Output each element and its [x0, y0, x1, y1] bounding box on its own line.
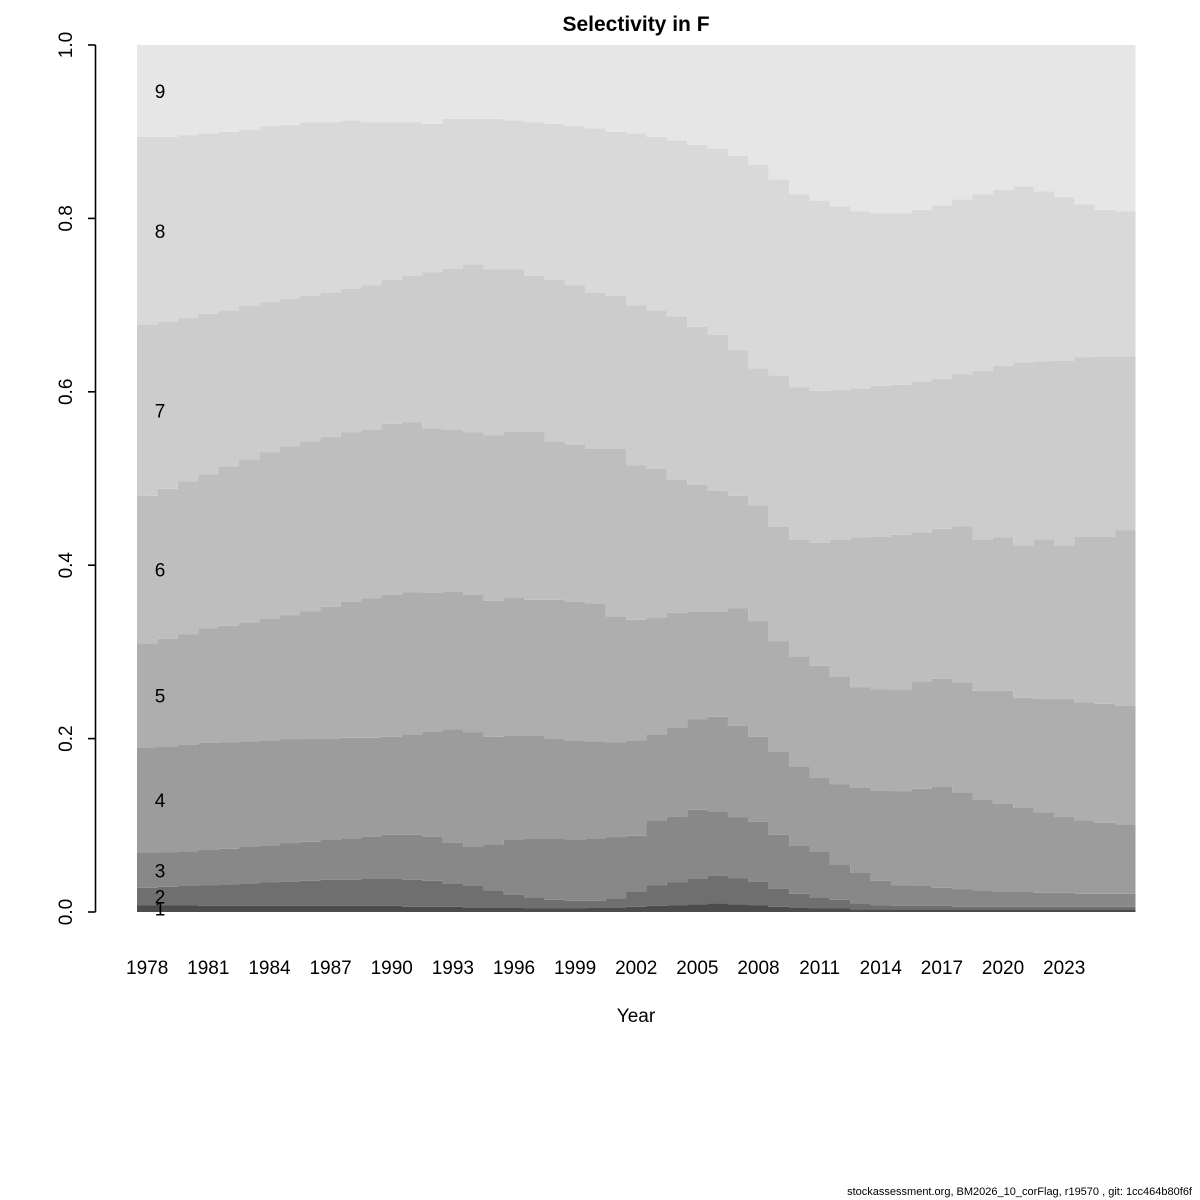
chart-title: Selectivity in F: [562, 13, 709, 36]
x-axis-tick-label: 1993: [432, 958, 474, 979]
x-axis-tick-label: 2023: [1043, 958, 1085, 979]
age-band-label-6: 6: [155, 561, 166, 582]
x-axis-tick-label: 2014: [860, 958, 903, 979]
y-axis-tick-label: 0.0: [56, 899, 77, 925]
y-axis-tick-label: 0.8: [56, 205, 77, 231]
age-band-4: [137, 716, 1136, 894]
age-band-2: [137, 875, 1136, 910]
x-axis-tick-label: 2011: [799, 958, 840, 979]
age-band-label-9: 9: [155, 82, 166, 103]
age-band-7: [137, 264, 1136, 546]
age-band-5: [137, 591, 1136, 825]
age-band-label-4: 4: [155, 791, 166, 812]
x-axis-tick-label: 2017: [921, 958, 963, 979]
age-band-label-8: 8: [155, 222, 166, 243]
y-axis: 0.0 0.2 0.4 0.6 0.8 1.0: [56, 32, 97, 925]
x-axis-tick-label: 1996: [493, 958, 535, 979]
y-axis-tick-label: 1.0: [56, 32, 77, 58]
x-axis-tick-label: 1990: [371, 958, 413, 979]
x-axis-tick-label: 1987: [309, 958, 351, 979]
age-band-9: [137, 45, 1136, 214]
age-band-label-7: 7: [155, 401, 166, 422]
x-axis-tick-label: 1981: [187, 958, 229, 979]
age-band-label-3: 3: [155, 861, 166, 882]
age-band-label-1: 1: [155, 900, 166, 921]
x-axis-tick-label: 1978: [126, 958, 168, 979]
y-axis-tick-label: 0.4: [56, 552, 77, 579]
y-axis-tick-label: 0.6: [56, 379, 77, 405]
age-band-6: [137, 422, 1136, 706]
x-axis-tick-label: 1999: [554, 958, 596, 979]
x-axis-tick-label: 2002: [615, 958, 657, 979]
x-axis-title: Year: [617, 1006, 656, 1027]
age-band-3: [137, 809, 1136, 907]
age-bands-group: [137, 45, 1136, 912]
age-band-labels-group: 12 3 4 5 6 7 8 9: [155, 82, 166, 921]
age-band-label-5: 5: [155, 686, 166, 707]
x-axis: 1978 1981 1984 1987 1990 1993 1996 1999 2002 2005…: [126, 958, 1085, 979]
x-axis-tick-label: 2008: [737, 958, 779, 979]
x-axis-tick-label: 2020: [982, 958, 1024, 979]
x-axis-tick-label: 2005: [676, 958, 718, 979]
footer-attribution: stockassessment.org, BM2026_10_corFlag, …: [847, 1186, 1193, 1198]
x-axis-tick-label: 1984: [248, 958, 291, 979]
y-axis-tick-label: 0.2: [56, 725, 77, 751]
age-band-1: [137, 903, 1136, 912]
age-band-label-2: 2: [155, 887, 166, 908]
age-band-8: [137, 118, 1136, 391]
